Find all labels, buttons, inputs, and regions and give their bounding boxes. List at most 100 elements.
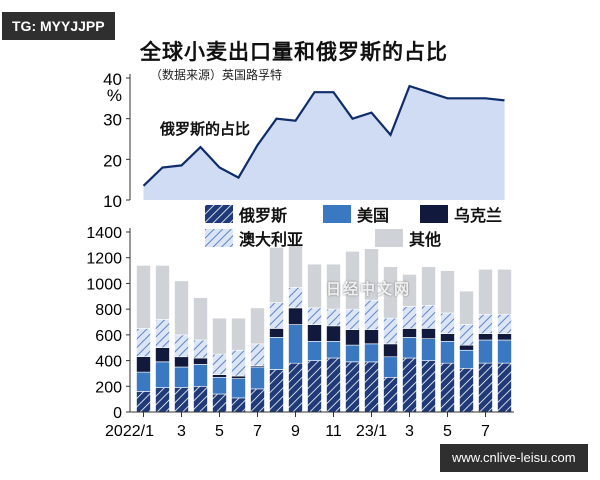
bar-segment-russia — [307, 360, 322, 413]
bar-segment-usa — [174, 366, 189, 388]
bar-segment-usa — [383, 356, 398, 378]
bottom-x-tick-label: 3 — [177, 423, 186, 440]
bar-segment-ukraine — [459, 344, 474, 351]
bar-segment-australia — [174, 334, 189, 358]
bar-segment-usa — [231, 378, 246, 399]
bottom-x-tick-label: 5 — [443, 423, 452, 440]
bar-segment-other — [497, 268, 512, 315]
bar-segment-usa — [402, 337, 417, 359]
bar-segment-usa — [193, 364, 208, 387]
bar-segment-usa — [478, 339, 493, 364]
bar-segment-other — [307, 263, 322, 309]
bar-segment-australia — [478, 313, 493, 334]
chart-title: 全球小麦出口量和俄罗斯的占比 — [140, 40, 448, 64]
bar-segment-russia — [497, 362, 512, 413]
top-y-tick-label: 30 — [103, 111, 122, 130]
bar-segment-australia — [288, 286, 303, 309]
legend-item-other: 其他 — [375, 226, 441, 250]
bottom-y-tick-label: 0 — [113, 405, 122, 422]
bar-segment-russia — [402, 357, 417, 413]
bar-segment-ukraine — [212, 374, 227, 378]
bar-segment-usa — [250, 366, 265, 390]
top-y-tick-label: 10 — [103, 192, 122, 211]
site-url-badge: www.cnlive-leisu.com — [440, 444, 588, 472]
bar-segment-ukraine — [174, 356, 189, 368]
bottom-y-tick-label: 200 — [95, 379, 122, 396]
bottom-x-tick-label: 7 — [481, 423, 490, 440]
bar-segment-russia — [174, 387, 189, 413]
bar-segment-australia — [193, 339, 208, 359]
bar-segment-russia — [288, 362, 303, 413]
bar-segment-ukraine — [421, 328, 436, 339]
watermark-text: 日经中文网 — [326, 280, 412, 298]
russia-share-area-chart: 40 30 20 10% — [103, 70, 505, 211]
bar-segment-australia — [497, 313, 512, 334]
bar-segment-australia — [269, 302, 284, 329]
bottom-y-tick-label: 400 — [95, 354, 122, 371]
bar-segment-other — [345, 251, 360, 310]
bar-segment-other — [421, 266, 436, 306]
legend-item-usa: 美国 — [323, 202, 389, 226]
legend-label-russia: 俄罗斯 — [239, 206, 288, 225]
bottom-x-tick-label: 9 — [291, 423, 300, 440]
bar-segment-russia — [421, 360, 436, 413]
bar-segment-australia — [383, 317, 398, 345]
top-y-tick-label: 40 — [103, 70, 122, 89]
bar-segment-ukraine — [440, 333, 455, 342]
bar-segment-ukraine — [288, 307, 303, 325]
bar-segment-australia — [231, 349, 246, 377]
bottom-x-tick-label: 5 — [215, 423, 224, 440]
top-y-unit-label: % — [107, 86, 122, 105]
bar-segment-australia — [212, 353, 227, 376]
bar-segment-ukraine — [193, 357, 208, 365]
bar-segment-russia — [364, 361, 379, 413]
russia-share-area — [143, 86, 505, 200]
bar-segment-australia — [307, 307, 322, 325]
bar-segment-other — [193, 297, 208, 341]
bar-segment-ukraine — [402, 328, 417, 338]
bar-segment-other — [364, 248, 379, 301]
bar-segment-other — [269, 247, 284, 303]
bar-segment-other — [231, 317, 246, 351]
bar-segment-ukraine — [155, 347, 170, 363]
bar-segment-australia — [364, 299, 379, 331]
bar-segment-other — [212, 317, 227, 355]
bar-segment-usa — [364, 343, 379, 363]
legend-label-australia: 澳大利亚 — [239, 230, 304, 249]
bar-segment-usa — [497, 339, 512, 364]
bottom-y-tick-label: 1000 — [86, 276, 122, 293]
russia-share-label: 俄罗斯的占比 — [160, 120, 251, 138]
bar-segment-ukraine — [231, 375, 246, 379]
bar-segment-other — [288, 244, 303, 288]
bar-segment-russia — [440, 362, 455, 413]
bar-segment-other — [326, 263, 341, 310]
bar-segment-ukraine — [345, 329, 360, 346]
bar-segment-other — [440, 270, 455, 314]
legend-item-russia: 俄罗斯 — [205, 202, 287, 226]
bar-segment-usa — [459, 349, 474, 369]
chart-subtitle: （数据来源）英国路孚特 — [150, 68, 283, 82]
bar-segment-australia — [421, 304, 436, 329]
bar-segment-usa — [307, 340, 322, 361]
bar-segment-australia — [402, 306, 417, 329]
bar-segment-ukraine — [326, 325, 341, 342]
bar-segment-ukraine — [307, 324, 322, 342]
bottom-y-tick-label: 1400 — [86, 225, 122, 242]
bar-segment-other — [383, 266, 398, 319]
bar-segment-russia — [231, 397, 246, 413]
bar-segment-australia — [345, 308, 360, 331]
bottom-y-tick-label: 800 — [95, 302, 122, 319]
bottom-x-tick-label: 11 — [325, 423, 342, 440]
legend-label-other: 其他 — [409, 230, 442, 249]
bar-segment-russia — [155, 387, 170, 413]
bottom-x-tick-label: 2022/1 — [105, 423, 154, 440]
bar-segment-other — [250, 307, 265, 345]
bottom-x-tick-label: 23/1 — [356, 423, 387, 440]
bar-segment-russia — [250, 388, 265, 413]
bar-segment-australia — [459, 324, 474, 346]
legend-item-ukraine: 乌克兰 — [420, 202, 502, 226]
bar-segment-usa — [421, 338, 436, 361]
bar-segment-ukraine — [497, 333, 512, 341]
bar-segment-russia — [212, 393, 227, 413]
